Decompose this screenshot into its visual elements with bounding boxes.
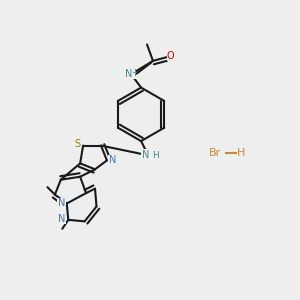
Text: N: N	[58, 214, 65, 224]
Text: N: N	[58, 199, 65, 208]
Text: H: H	[129, 69, 136, 78]
Text: H: H	[236, 148, 245, 158]
Text: N: N	[109, 155, 116, 165]
Text: H: H	[152, 151, 159, 160]
Text: N: N	[142, 150, 149, 160]
Text: Br: Br	[209, 148, 221, 158]
Text: S: S	[75, 139, 81, 149]
Text: N: N	[125, 69, 132, 79]
Text: O: O	[167, 51, 175, 61]
